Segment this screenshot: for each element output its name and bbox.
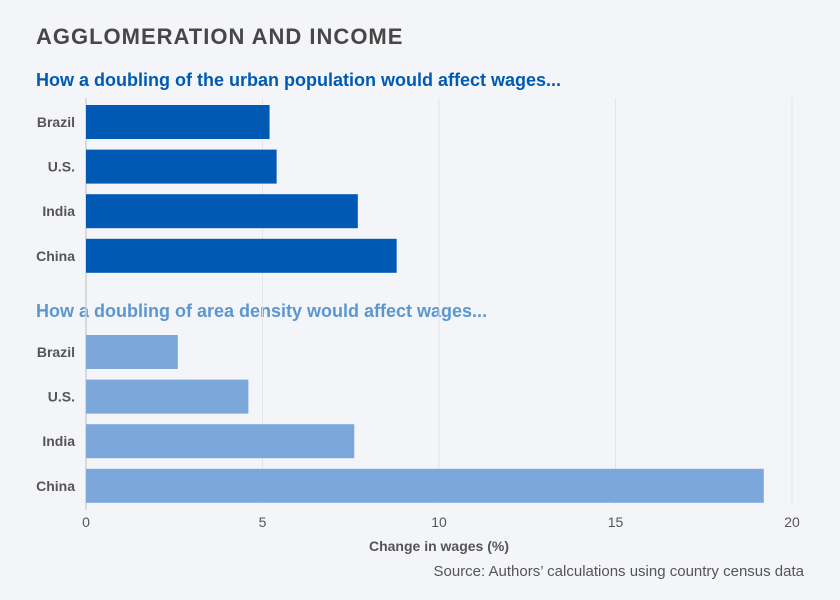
chart-title: AGGLOMERATION AND INCOME [36, 24, 404, 49]
bar-p1-china [86, 238, 397, 273]
x-tick-label: 0 [82, 514, 90, 530]
x-tick-label: 15 [608, 514, 624, 530]
x-tick-label: 10 [431, 514, 447, 530]
panel-2-subtitle: How a doubling of area density would aff… [36, 301, 488, 321]
bar-p2-brazil [86, 335, 178, 369]
category-label: India [42, 433, 75, 449]
x-axis-label: Change in wages (%) [369, 538, 509, 554]
category-label: U.S. [48, 389, 75, 405]
bar-p2-us [86, 379, 249, 414]
source-note: Source: Authors’ calculations using coun… [433, 563, 805, 580]
category-label: India [42, 203, 75, 219]
bar-p1-us [86, 149, 277, 184]
category-label: China [36, 478, 75, 494]
category-label: China [36, 248, 75, 264]
panel-1-subtitle: How a doubling of the urban population w… [36, 70, 561, 90]
bar-p2-india [86, 424, 355, 459]
x-tick-label: 20 [784, 514, 800, 530]
category-label: Brazil [37, 114, 75, 130]
bar-p1-india [86, 194, 358, 229]
x-tick-label: 5 [259, 514, 267, 530]
category-label: Brazil [37, 344, 75, 360]
bar-p2-china [86, 468, 764, 503]
category-label: U.S. [48, 159, 75, 175]
bar-p1-brazil [86, 105, 270, 139]
